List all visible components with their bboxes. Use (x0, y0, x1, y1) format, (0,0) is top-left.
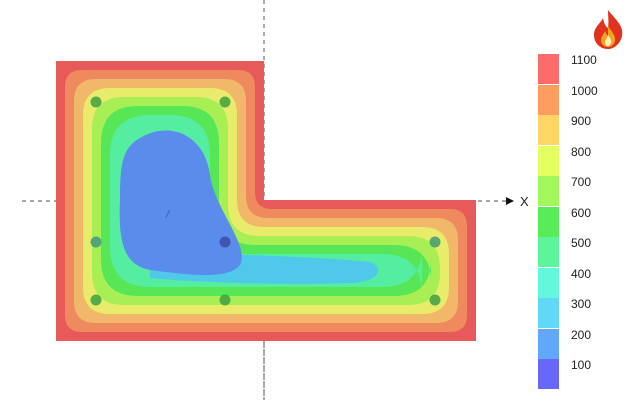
legend-swatch (538, 267, 559, 298)
legend-swatch (538, 359, 559, 389)
legend-label: 1100 (571, 53, 597, 67)
legend-label: 200 (571, 327, 592, 342)
legend-swatch (538, 84, 559, 115)
fire-icon (594, 10, 623, 49)
legend-item: 300 (538, 297, 620, 328)
legend-label: 700 (571, 175, 592, 189)
legend-item: 100 (538, 358, 620, 389)
legend-swatch (538, 328, 559, 359)
sensor-point (90, 96, 102, 108)
legend-swatch (538, 176, 559, 206)
legend-label: 400 (571, 266, 592, 281)
legend-label: 300 (571, 297, 592, 311)
origin-marker: / (165, 209, 170, 221)
legend-item: 900 (538, 114, 620, 145)
legend-swatch (538, 54, 559, 84)
legend-swatch (538, 237, 559, 267)
legend-label: 600 (571, 205, 592, 220)
sensor-point (219, 236, 231, 248)
sensor-point (429, 236, 441, 248)
legend-swatch (538, 145, 559, 176)
legend-label: 1000 (571, 83, 598, 98)
legend-label: 100 (571, 358, 592, 372)
sensor-point (219, 294, 231, 306)
legend-item: 500 (538, 236, 620, 267)
x-axis-label: X (520, 194, 529, 209)
sensor-point (219, 96, 231, 108)
legend-label: 500 (571, 236, 592, 250)
sensor-points (90, 96, 441, 306)
sensor-point (90, 236, 102, 248)
legend-swatch (538, 298, 559, 328)
legend-label: 900 (571, 114, 592, 128)
legend-item: 800 (538, 144, 620, 176)
sensor-point (90, 294, 102, 306)
cold-core-region (119, 130, 242, 275)
legend-item: 1000 (538, 83, 620, 115)
legend-swatch (538, 206, 559, 237)
legend-item: 400 (538, 266, 620, 298)
sensor-point (429, 294, 441, 306)
legend-item: 600 (538, 205, 620, 237)
legend-item: 1100 (538, 53, 620, 84)
legend-item: 200 (538, 327, 620, 359)
x-axis-arrow-icon (506, 197, 514, 205)
legend-label: 800 (571, 144, 592, 159)
legend-item: 700 (538, 175, 620, 206)
contour-bands (56, 61, 476, 341)
legend-swatch (538, 115, 559, 145)
